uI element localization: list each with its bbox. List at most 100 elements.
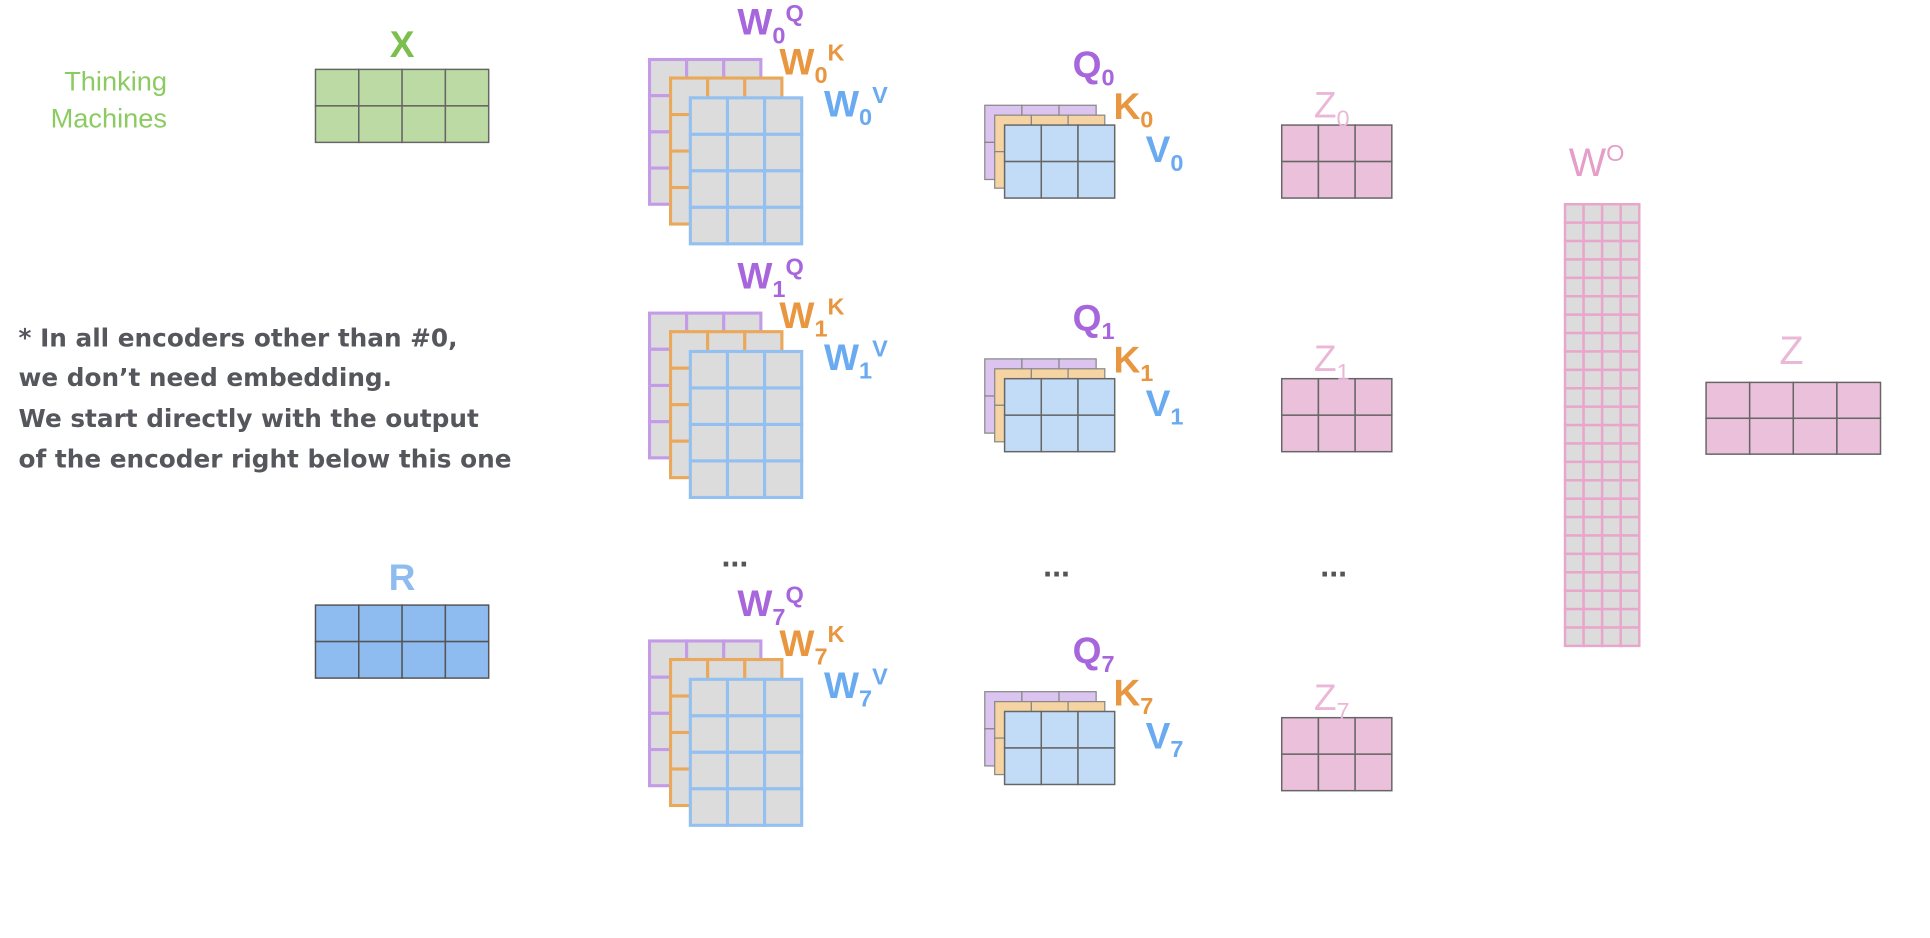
matrix-cell (1280, 377, 1320, 416)
matrix-cell (1600, 626, 1622, 648)
matrix-cell (1563, 258, 1585, 280)
w0-v-matrix (688, 96, 804, 246)
matrix-cell (1317, 124, 1356, 163)
matrix-cell (1582, 350, 1604, 372)
matrix-cell (1619, 497, 1641, 519)
matrix-cell (1582, 203, 1604, 224)
q7-label: Q7 (1073, 629, 1115, 677)
matrix-cell (1619, 479, 1641, 500)
matrix-cell (1582, 589, 1604, 611)
matrix-cell (1619, 405, 1641, 427)
matrix-cell (1619, 295, 1641, 316)
matrix-cell (1619, 203, 1641, 224)
matrix-cell (1354, 753, 1393, 792)
w1-v-matrix (688, 349, 804, 500)
matrix-cell (688, 349, 730, 390)
matrix-cell (688, 96, 730, 136)
matrix-cell (1003, 124, 1043, 163)
matrix-cell (1280, 124, 1320, 163)
matrix-cell (1600, 571, 1622, 592)
matrix-cell (1354, 377, 1393, 416)
matrix-cell (1563, 368, 1585, 390)
matrix-cell (1077, 160, 1116, 199)
matrix-cell (1563, 589, 1585, 611)
note-line-4: of the encoder right below this one (19, 445, 512, 474)
matrix-cell (763, 714, 804, 754)
matrix-cell (688, 422, 730, 463)
matrix-cell (401, 68, 447, 107)
matrix-cell (1317, 377, 1356, 416)
matrix-cell (1077, 414, 1116, 453)
matrix-cell (444, 604, 490, 643)
matrix-cell (1619, 589, 1641, 611)
matrix-cell (1563, 515, 1585, 537)
matrix-cell (688, 132, 730, 173)
matrix-cell (1317, 414, 1356, 453)
matrix-cell (1040, 377, 1079, 416)
k0-label: K0 (1113, 85, 1153, 133)
matrix-cell (1619, 607, 1641, 629)
matrix-cell (1563, 203, 1585, 224)
matrix-cell (1003, 710, 1043, 749)
matrix-cell (358, 105, 403, 144)
matrix-cell (314, 105, 360, 144)
matrix-cell (401, 105, 447, 144)
matrix-cell (1792, 417, 1838, 455)
matrix-cell (1792, 381, 1838, 420)
matrix-cell (358, 604, 403, 643)
matrix-cell (1077, 710, 1116, 749)
matrix-cell (1354, 716, 1393, 755)
matrix-cell (725, 132, 767, 173)
matrix-cell (1563, 479, 1585, 500)
matrix-cell (688, 386, 730, 427)
matrix-cell (725, 787, 767, 827)
note-line-1: * In all encoders other than #0, (19, 324, 458, 353)
note-line-2: we don’t need embedding. (19, 363, 392, 392)
matrix-cell (725, 714, 767, 754)
matrix-cell (1563, 331, 1585, 353)
matrix-cell (1619, 515, 1641, 537)
r-matrix (314, 604, 490, 679)
matrix-cell (1600, 203, 1622, 224)
w7-q-label: W7Q (737, 582, 803, 630)
matrix-cell (763, 422, 804, 463)
matrix-cell (1077, 124, 1116, 163)
matrix-cell (1748, 417, 1795, 455)
matrix-cell (688, 205, 730, 246)
matrix-cell (1582, 295, 1604, 316)
v0-label: V0 (1146, 128, 1184, 176)
k7-label: K7 (1113, 671, 1153, 719)
matrix-cell (1619, 571, 1641, 592)
matrix-cell (1582, 497, 1604, 519)
matrix-cell (1003, 747, 1043, 786)
matrix-cell (1619, 460, 1641, 482)
matrix-cell (1582, 534, 1604, 556)
matrix-cell (1582, 423, 1604, 445)
matrix-cell (1600, 479, 1622, 500)
matrix-cell (401, 640, 447, 679)
matrix-cell (1600, 368, 1622, 390)
matrix-cell (725, 96, 767, 136)
matrices (314, 57, 1882, 827)
matrix-cell (763, 96, 804, 136)
matrix-cell (1003, 377, 1043, 416)
matrix-cell (1619, 552, 1641, 574)
matrix-cell (1582, 387, 1604, 408)
matrix-cell (1040, 747, 1079, 786)
matrix-cell (725, 349, 767, 390)
matrix-cell (1600, 497, 1622, 519)
v1-label: V1 (1146, 382, 1184, 430)
matrix-cell (763, 205, 804, 246)
matrix-cell (1836, 417, 1882, 455)
note-line-3: We start directly with the output (19, 404, 479, 433)
matrix-cell (1619, 239, 1641, 261)
matrix-cell (1600, 221, 1622, 243)
matrix-cell (725, 750, 767, 791)
matrix-cell (1280, 716, 1320, 755)
matrix-cell (444, 640, 490, 679)
matrix-cell (1600, 276, 1622, 298)
k1-label: K1 (1113, 339, 1153, 387)
v1-matrix (1003, 377, 1116, 453)
matrix-cell (1563, 239, 1585, 261)
x-matrix (314, 68, 490, 144)
